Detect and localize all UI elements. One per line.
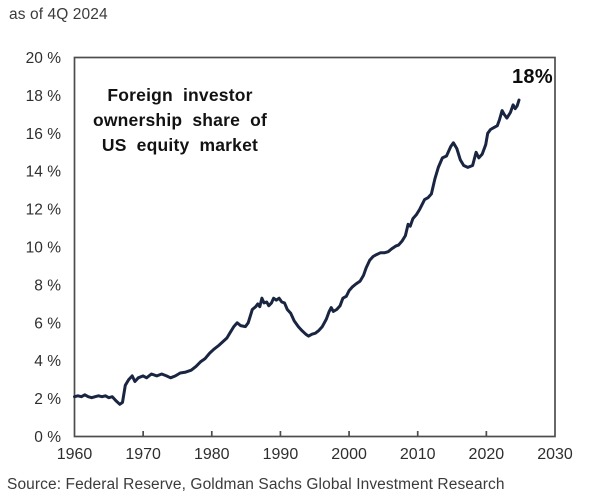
y-axis-label: 2 %	[34, 391, 61, 408]
x-axis-label: 1970	[125, 446, 161, 463]
y-axis-label: 20 %	[26, 50, 62, 67]
end-value-label: 18%	[512, 66, 553, 88]
chart-title: Foreign investor ownership share of US e…	[60, 83, 300, 158]
y-axis-label: 6 %	[34, 315, 61, 332]
source-attribution: Source: Federal Reserve, Goldman Sachs G…	[7, 476, 505, 493]
y-axis-label: 10 %	[26, 240, 62, 257]
y-axis-label: 4 %	[34, 353, 61, 370]
x-axis-label: 1990	[263, 446, 299, 463]
as-of-label: as of 4Q 2024	[9, 6, 108, 23]
y-axis-label: 18 %	[26, 88, 62, 105]
x-axis-label: 1960	[57, 446, 93, 463]
y-axis-label: 14 %	[26, 164, 62, 181]
chart-title-line-2: ownership share of	[92, 110, 268, 130]
y-axis-label: 0 %	[34, 429, 61, 446]
y-axis-label: 8 %	[34, 277, 61, 294]
plot-border	[73, 56, 556, 438]
y-axis-label: 12 %	[26, 202, 62, 219]
x-axis-label: 2010	[400, 446, 436, 463]
chart-title-line-1: Foreign investor	[107, 85, 253, 105]
chart-title-line-3: US equity market	[101, 135, 259, 155]
y-axis-label: 16 %	[26, 126, 62, 143]
x-axis-label: 2030	[537, 446, 573, 463]
x-axis-label: 2020	[469, 446, 505, 463]
x-axis-label: 2000	[331, 446, 367, 463]
data-line-foreign-ownership	[73, 98, 521, 406]
x-axis-label: 1980	[194, 446, 230, 463]
